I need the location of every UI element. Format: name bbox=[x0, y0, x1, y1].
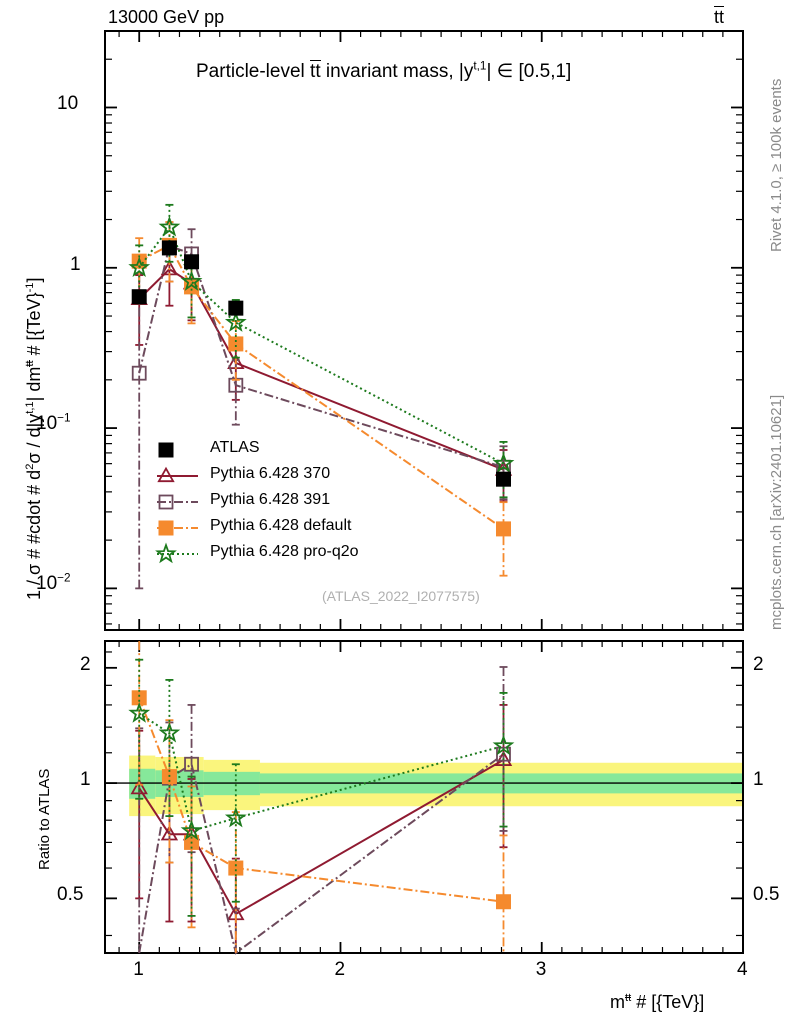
legend-sample-4 bbox=[155, 542, 198, 564]
y-tick-label-10: 10 bbox=[57, 93, 79, 115]
y-tick-label-1: 1 bbox=[70, 253, 81, 275]
x-tick-label-4: 4 bbox=[737, 959, 748, 980]
ratio-y-tick-label-2: 2 bbox=[80, 653, 91, 675]
x-tick-label-2: 2 bbox=[334, 959, 346, 980]
legend-sample-1 bbox=[157, 466, 198, 483]
ratio-y-tick-label-right-0.5: 0.5 bbox=[753, 884, 780, 906]
legend-item-0[interactable]: ATLAS bbox=[210, 439, 260, 456]
ratio-y-tick-label-right-1: 1 bbox=[753, 769, 764, 791]
ratio-y-tick-label-0.5: 0.5 bbox=[57, 884, 84, 906]
plot-title: Particle-level tt invariant mass, |yt,1|… bbox=[196, 59, 572, 82]
ratio-y-tick-label-1: 1 bbox=[80, 769, 91, 791]
y-tick-label-1e-2: 10−2 bbox=[36, 572, 71, 595]
ratio-series-3 bbox=[128, 658, 515, 917]
y-tick-label-1e-1: 10−1 bbox=[36, 411, 71, 435]
legend-item-1[interactable]: Pythia 6.428 370 bbox=[210, 465, 331, 482]
legend-item-2[interactable]: Pythia 6.428 391 bbox=[210, 491, 331, 508]
x-axis-label: mtt # [{TeV}] bbox=[610, 992, 705, 1012]
ratio-y-tick-label-right-2: 2 bbox=[753, 653, 764, 675]
legend-item-3[interactable]: Pythia 6.428 default bbox=[210, 517, 352, 534]
legend-item-4[interactable]: Pythia 6.428 pro-q2o bbox=[210, 543, 359, 560]
process-label: tt bbox=[714, 5, 725, 27]
analysis-id-watermark: (ATLAS_2022_I2077575) bbox=[322, 588, 480, 604]
legend-sample-2 bbox=[157, 494, 198, 510]
legend-sample-0 bbox=[158, 442, 174, 458]
beam-energy-label: 13000 GeV pp bbox=[108, 7, 225, 27]
x-tick-label-3: 3 bbox=[535, 959, 547, 980]
legend-sample-3 bbox=[157, 520, 198, 536]
main-series-4 bbox=[128, 203, 515, 499]
x-tick-label-1: 1 bbox=[133, 959, 144, 980]
main-series-atlas bbox=[131, 240, 511, 487]
